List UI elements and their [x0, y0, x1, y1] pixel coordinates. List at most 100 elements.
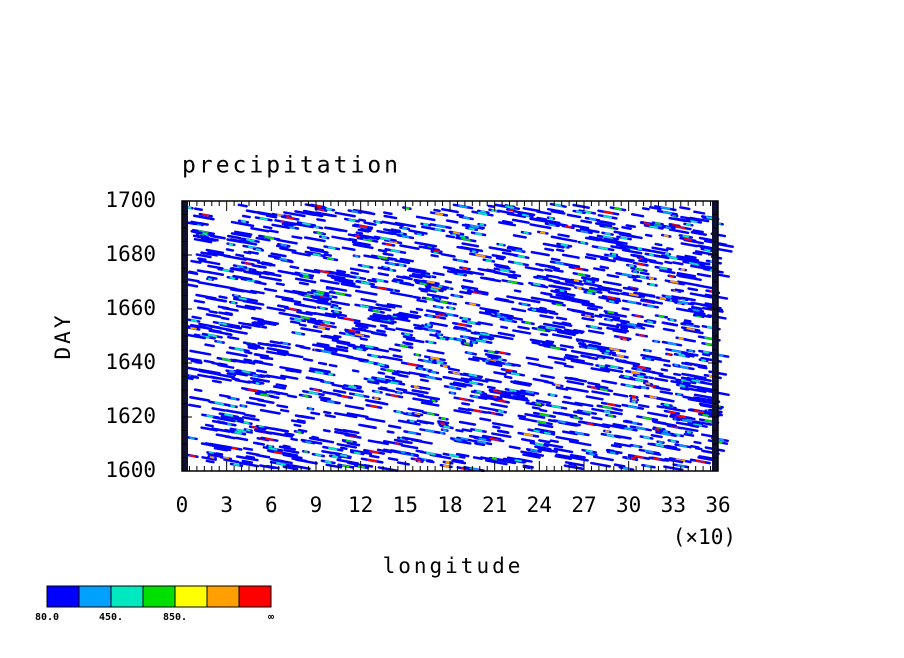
streak [513, 275, 520, 276]
streak [481, 308, 499, 311]
streak [420, 283, 426, 284]
streak [533, 310, 536, 311]
streak [590, 454, 594, 455]
streak [444, 377, 464, 381]
streak [684, 383, 690, 384]
streak [545, 433, 550, 434]
streak [346, 406, 363, 409]
streak [192, 231, 202, 233]
streak [519, 416, 525, 417]
streak [604, 282, 621, 285]
streak [657, 445, 664, 446]
streak [405, 334, 409, 335]
streak [593, 418, 602, 420]
streak [405, 343, 411, 344]
streak [247, 402, 265, 405]
streak [590, 219, 595, 220]
streak [463, 268, 467, 269]
streak [581, 231, 587, 232]
streak [526, 391, 533, 392]
streak [685, 239, 691, 240]
streak [415, 387, 419, 388]
colorbar-swatch [207, 586, 239, 607]
streak [432, 372, 436, 373]
streak [402, 445, 417, 448]
streak [694, 212, 704, 214]
streak [247, 457, 254, 458]
streak [437, 307, 440, 308]
streak [375, 398, 378, 399]
streak [366, 400, 384, 403]
streak [549, 280, 559, 282]
x-tick-label: 15 [393, 493, 418, 517]
streak [284, 343, 287, 344]
streak [378, 378, 385, 379]
streak [301, 328, 321, 332]
streak [703, 354, 709, 355]
streak [286, 354, 302, 357]
streak [572, 351, 592, 355]
streak [244, 301, 263, 305]
streak [538, 212, 551, 214]
streak [291, 267, 298, 268]
streak [295, 304, 304, 306]
streak [301, 347, 310, 349]
streak [427, 461, 433, 462]
streak [489, 206, 494, 207]
streak [470, 304, 475, 305]
streak [689, 289, 697, 290]
streak [568, 358, 584, 361]
streak [626, 385, 632, 386]
streak [586, 315, 590, 316]
streak [422, 403, 438, 406]
streak [706, 303, 712, 304]
streak [531, 450, 536, 451]
streak [667, 248, 672, 249]
streak [656, 429, 659, 430]
streak [341, 448, 346, 449]
streak [493, 459, 497, 460]
streak [523, 215, 528, 216]
streak [275, 452, 282, 453]
streak [303, 223, 310, 224]
streak [511, 382, 517, 383]
streak [657, 398, 673, 401]
streak [656, 244, 662, 245]
streak [630, 265, 633, 266]
streak [578, 288, 581, 289]
streak [431, 289, 437, 290]
streak [601, 222, 611, 224]
streak [568, 381, 583, 384]
streak [601, 267, 608, 268]
streak [323, 322, 329, 323]
streak [381, 388, 386, 389]
streak [200, 261, 219, 265]
streak [589, 290, 596, 291]
streak [527, 358, 538, 360]
streak [352, 273, 358, 274]
streak [633, 256, 640, 257]
streak [460, 422, 475, 425]
streak [379, 250, 386, 251]
streak [398, 462, 408, 464]
streak [549, 420, 556, 421]
streak [455, 439, 460, 440]
streak [554, 413, 569, 416]
streak [641, 273, 648, 274]
streak [260, 277, 280, 281]
streak [505, 377, 511, 378]
streak [284, 446, 290, 447]
streak [569, 464, 575, 465]
streak [639, 405, 648, 407]
streak [428, 413, 434, 414]
streak [377, 222, 380, 223]
streak [562, 245, 567, 246]
colorbar-swatch [175, 586, 207, 607]
streak [306, 442, 310, 443]
streak [444, 466, 448, 467]
streak [680, 207, 689, 209]
streak [639, 260, 646, 261]
streak [397, 412, 400, 413]
streak [634, 280, 641, 281]
